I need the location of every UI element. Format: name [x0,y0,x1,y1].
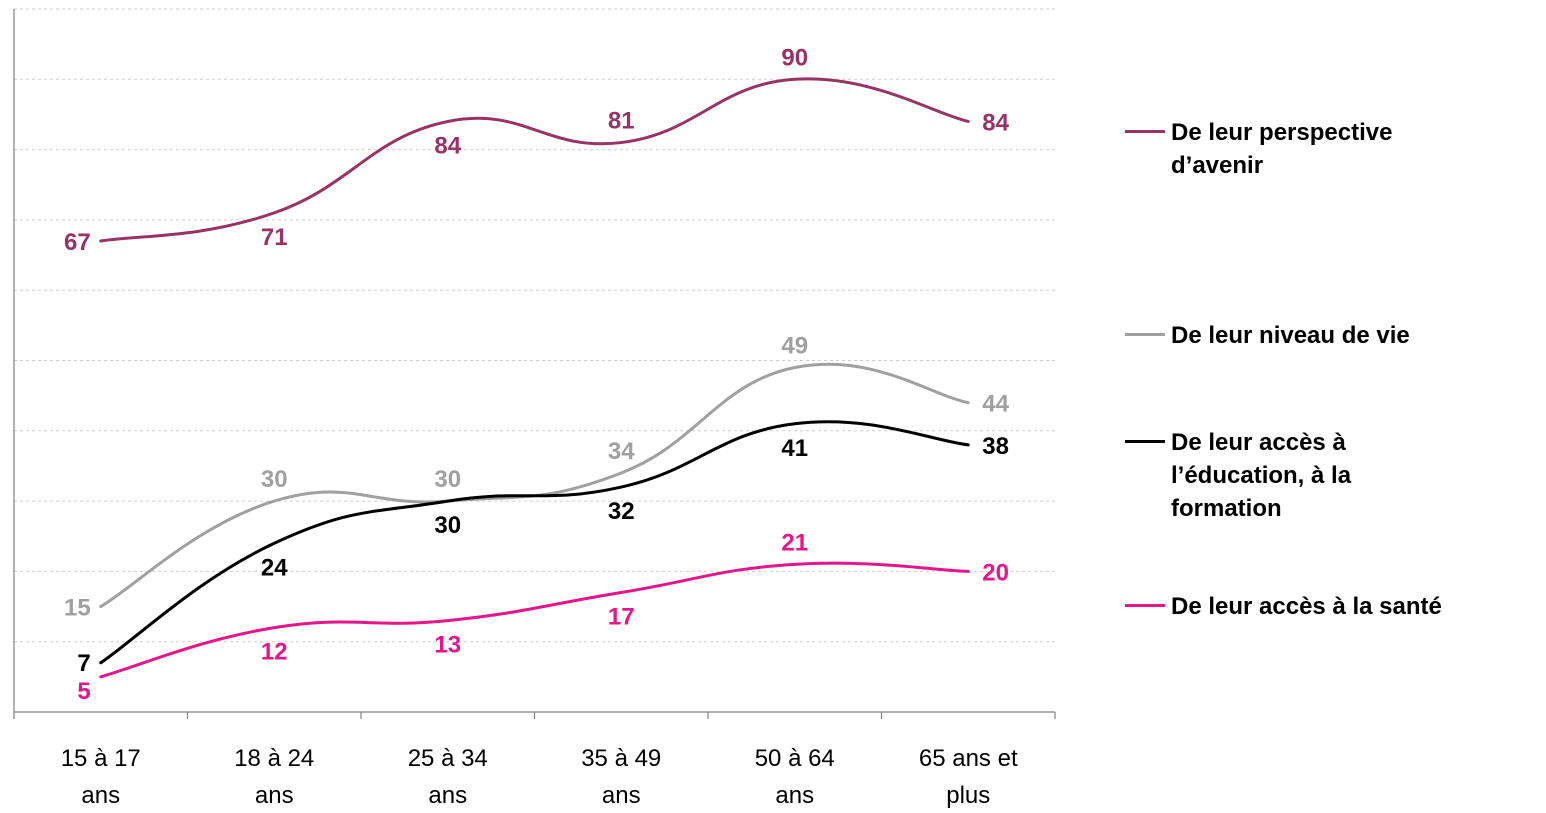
data-label: 84 [434,132,461,159]
legend-swatch [1125,604,1165,607]
legend-label: De leur accès à l’éducation, à la format… [1171,426,1541,525]
data-labels: 67 71 84 81 90 84 15 30 30 34 49 44 7 24 30 32 41 38 5 12 13… [64,44,1010,705]
data-label: 12 [261,639,288,666]
x-tick-label-line: 65 ans et [919,745,1018,772]
data-label: 81 [608,108,635,135]
data-label: 34 [608,438,635,465]
legend-label-line: d’avenir [1171,152,1264,179]
data-label: 71 [261,224,288,251]
x-tick-label-line: ans [602,782,641,809]
data-label: 41 [781,435,808,462]
x-tick-label-line: ans [81,782,120,809]
legend-label-line: formation [1171,495,1282,522]
x-tick-label-line: 25 à 34 [408,745,488,772]
data-label: 21 [781,529,808,556]
legend-item-sante: De leur accès à la santé [1125,590,1541,623]
x-tick-label: 65 ans et plus [919,745,1018,809]
data-label: 49 [781,333,808,360]
legend-label-line: De leur niveau de vie [1171,322,1410,349]
x-tick-label-line: 15 à 17 [61,745,141,772]
x-tick-label-line: 50 à 64 [755,745,835,772]
data-label: 30 [434,466,461,493]
series-line [99,420,970,665]
data-label: 84 [982,109,1009,136]
gridlines [14,8,1055,643]
x-tick-label-line: ans [428,782,467,809]
x-tick-label-line: ans [775,782,814,809]
series-line [99,362,970,609]
legend-item-education: De leur accès à l’éducation, à la format… [1125,426,1541,525]
legend-swatch [1125,130,1165,133]
x-tick-label: 35 à 49 ans [581,745,661,809]
legend-swatch [1125,440,1165,443]
data-label: 67 [64,229,91,256]
legend-item-perspective: De leur perspective d’avenir [1125,116,1541,182]
data-label: 20 [982,559,1009,586]
x-tick-label: 50 à 64 ans [755,745,835,809]
x-tick-label: 15 à 17 ans [61,745,141,809]
legend-label: De leur niveau de vie [1171,319,1541,352]
legend-label: De leur perspective d’avenir [1171,116,1541,182]
data-label: 5 [77,678,90,705]
data-label: 30 [434,512,461,539]
legend-label-line: De leur perspective [1171,119,1393,146]
data-label: 17 [608,603,635,630]
legend-label: De leur accès à la santé [1171,590,1541,623]
data-label: 44 [982,391,1009,418]
legend-item-niveau-de-vie: De leur niveau de vie [1125,319,1541,352]
series-line [99,77,970,243]
data-label: 15 [64,595,91,622]
legend-label-line: De leur accès à [1171,429,1346,456]
legend-label-line: l’éducation, à la [1171,462,1352,489]
x-tick-label-line: 35 à 49 [581,745,661,772]
data-label: 24 [261,554,288,581]
x-tick-label-line: 18 à 24 [234,745,314,772]
series-lines [99,77,970,679]
x-tick-label: 25 à 34 ans [408,745,488,809]
x-axis-ticks: 15 à 17 ans 18 à 24 ans 25 à 34 ans 35 à 49 ans… [13,712,1056,809]
data-label: 13 [434,632,461,659]
x-tick-label: 18 à 24 ans [234,745,314,809]
data-label: 38 [982,433,1009,460]
data-label: 7 [77,650,90,677]
data-label: 90 [781,44,808,71]
legend-label-line: De leur accès à la santé [1171,593,1442,620]
x-tick-label-line: ans [255,782,294,809]
series-line [99,561,970,679]
data-label: 30 [261,466,288,493]
legend-swatch [1125,333,1165,336]
data-label: 32 [608,498,635,525]
x-tick-label-line: plus [946,782,990,809]
